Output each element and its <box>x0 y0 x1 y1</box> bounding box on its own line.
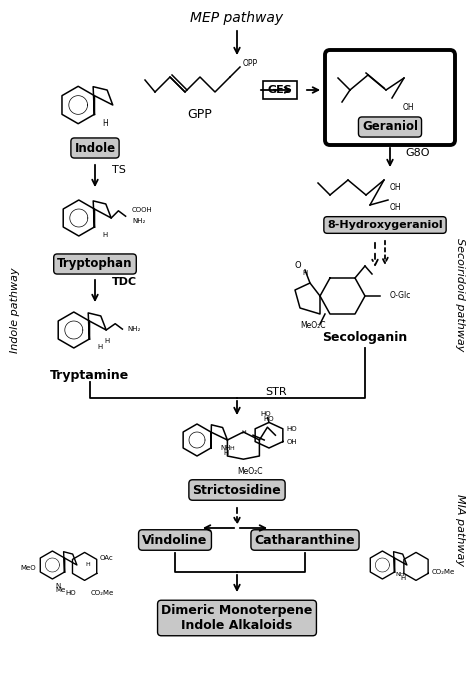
Text: Me: Me <box>55 587 66 593</box>
Text: Vindoline: Vindoline <box>142 533 208 547</box>
Text: OPP: OPP <box>242 59 257 68</box>
Text: STR: STR <box>265 387 287 397</box>
Text: H: H <box>223 450 228 456</box>
Text: HO: HO <box>287 426 297 432</box>
Text: H: H <box>230 446 235 450</box>
Text: Geraniol: Geraniol <box>362 121 418 134</box>
Text: O-Glc: O-Glc <box>390 292 411 300</box>
Text: H: H <box>102 119 108 128</box>
Text: OH: OH <box>287 439 297 445</box>
Text: Tryptophan: Tryptophan <box>57 257 133 271</box>
Text: TS: TS <box>112 165 126 175</box>
Text: HO: HO <box>65 590 76 596</box>
Text: MIA pathway: MIA pathway <box>455 494 465 566</box>
Text: TDC: TDC <box>112 277 137 287</box>
Text: H: H <box>302 270 308 276</box>
Text: O: O <box>295 261 301 271</box>
Text: OH: OH <box>389 182 401 192</box>
Text: MeO₂C: MeO₂C <box>237 468 263 477</box>
Text: Indole pathway: Indole pathway <box>10 267 20 353</box>
Text: NH: NH <box>220 445 231 451</box>
Text: OH: OH <box>402 103 414 113</box>
Text: NH₂: NH₂ <box>128 325 141 331</box>
Text: MeO: MeO <box>20 565 36 571</box>
Text: H: H <box>85 562 90 568</box>
Text: Dimeric Monoterpene
Indole Alkaloids: Dimeric Monoterpene Indole Alkaloids <box>161 604 313 632</box>
Text: H: H <box>241 429 246 435</box>
Text: H: H <box>102 232 108 238</box>
Text: GES: GES <box>268 85 292 95</box>
Text: Secoiridoid pathway: Secoiridoid pathway <box>455 238 465 352</box>
Text: N: N <box>55 583 61 589</box>
Text: NH: NH <box>396 572 405 577</box>
Text: H: H <box>400 575 405 581</box>
Text: OAc: OAc <box>100 555 114 561</box>
Text: Tryptamine: Tryptamine <box>50 369 129 381</box>
Text: CO₂Me: CO₂Me <box>431 569 455 575</box>
Text: Indole: Indole <box>74 142 116 155</box>
Text: CO₂Me: CO₂Me <box>90 590 113 596</box>
Text: NH₂: NH₂ <box>133 218 146 223</box>
Text: MeO₂C: MeO₂C <box>300 321 326 331</box>
Text: OH: OH <box>389 202 401 211</box>
Text: COOH: COOH <box>132 207 153 213</box>
Text: MEP pathway: MEP pathway <box>191 11 283 25</box>
Text: HO: HO <box>264 416 274 422</box>
Text: H: H <box>97 344 102 350</box>
FancyBboxPatch shape <box>325 50 455 145</box>
Text: Strictosidine: Strictosidine <box>192 483 282 497</box>
Text: GPP: GPP <box>188 109 212 121</box>
Text: HO: HO <box>261 411 271 417</box>
Text: G8O: G8O <box>405 148 429 158</box>
Text: 8-Hydroxygeraniol: 8-Hydroxygeraniol <box>327 220 443 230</box>
Text: H: H <box>104 338 109 344</box>
Text: Secologanin: Secologanin <box>322 331 408 344</box>
Text: Catharanthine: Catharanthine <box>255 533 356 547</box>
